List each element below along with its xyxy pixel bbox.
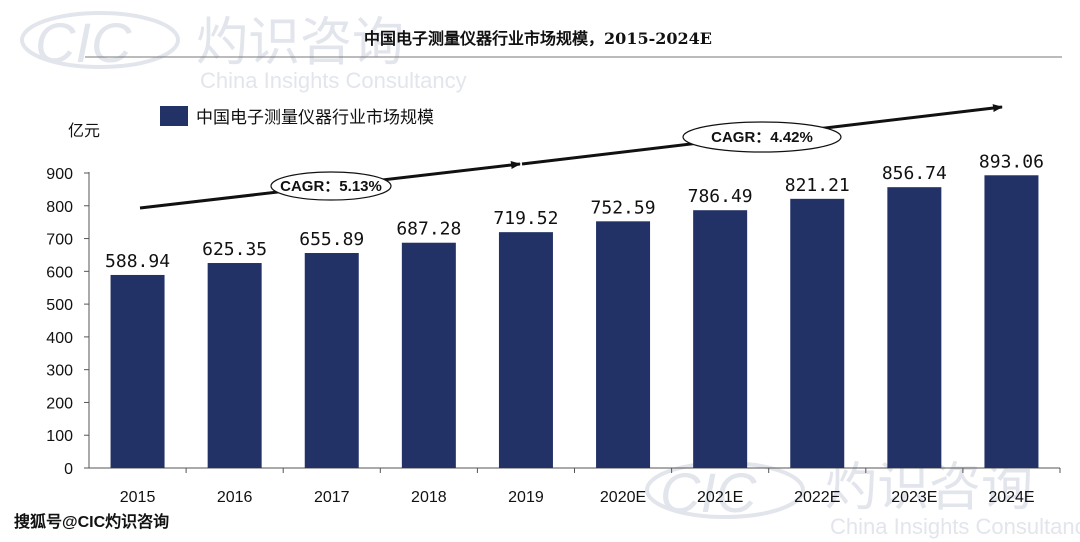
y-tick-label: 500 xyxy=(46,297,73,314)
data-label: 821.21 xyxy=(785,175,850,196)
cagr-label-2: CAGR：4.42% xyxy=(711,129,813,146)
cagr-label-1: CAGR：5.13% xyxy=(280,178,382,195)
bar xyxy=(207,263,262,468)
y-tick-label: 600 xyxy=(46,264,73,281)
x-tick-label: 2017 xyxy=(314,489,350,506)
watermark-logo-text: CIC xyxy=(660,461,757,524)
x-tick-label: 2023E xyxy=(891,489,937,506)
watermark-logo-ring-icon xyxy=(20,11,180,69)
legend-label: 中国电子测量仪器行业市场规模 xyxy=(196,108,434,128)
bar xyxy=(984,175,1039,468)
y-tick-label: 700 xyxy=(46,232,73,249)
legend-swatch xyxy=(160,106,188,126)
y-tick-label: 0 xyxy=(64,461,73,478)
x-ticks: 2015 2016 2017 2018 2019 2020E 2021E 2022E 2023E… xyxy=(120,468,1061,506)
data-label: 786.49 xyxy=(688,186,753,207)
x-tick-label: 2020E xyxy=(600,489,646,506)
source-caption: 搜狐号@CIC灼识咨询 xyxy=(14,512,169,531)
y-ticks: 0 100 200 300 400 500 600 700 800 900 xyxy=(46,166,89,478)
bar xyxy=(110,274,165,468)
y-unit-label: 亿元 xyxy=(68,121,100,140)
watermark-logo-text: CIC xyxy=(35,11,132,74)
bar xyxy=(693,210,748,468)
value-labels: 588.94 625.35 655.89 687.28 719.52 752.59 786.… xyxy=(105,151,1044,272)
x-tick-label: 2021E xyxy=(697,489,743,506)
x-tick-label: 2024E xyxy=(988,489,1034,506)
watermark-top: CIC 灼识咨询 China Insights Consultancy xyxy=(20,11,467,93)
data-label: 588.94 xyxy=(105,251,170,272)
bar xyxy=(790,198,845,468)
data-label: 752.59 xyxy=(591,197,656,218)
bar xyxy=(401,242,456,468)
cagr-bubble-2 xyxy=(682,121,842,153)
x-tick-label: 2015 xyxy=(120,489,156,506)
cagr-bubble-1 xyxy=(270,171,392,201)
y-tick-label: 400 xyxy=(46,330,73,347)
y-tick-label: 900 xyxy=(46,166,73,183)
data-label: 893.06 xyxy=(979,151,1044,172)
data-label: 687.28 xyxy=(396,219,461,240)
bar xyxy=(596,221,651,468)
watermark-logo-cn: 灼识咨询 xyxy=(196,13,404,73)
x-tick-label: 2022E xyxy=(794,489,840,506)
x-tick-label: 2016 xyxy=(217,489,253,506)
data-label: 856.74 xyxy=(882,163,947,184)
data-label: 719.52 xyxy=(493,208,558,229)
y-tick-label: 800 xyxy=(46,199,73,216)
y-tick-label: 200 xyxy=(46,395,73,412)
y-tick-label: 300 xyxy=(46,363,73,380)
watermark-subtitle: China Insights Consultancy xyxy=(200,68,467,93)
data-label: 625.35 xyxy=(202,239,267,260)
data-label: 655.89 xyxy=(299,229,364,250)
x-tick-label: 2019 xyxy=(508,489,544,506)
bars xyxy=(110,175,1039,468)
bar xyxy=(304,253,359,468)
chart-title: 中国电子测量仪器行业市场规模，2015-2024E xyxy=(364,29,712,48)
x-tick-label: 2018 xyxy=(411,489,447,506)
y-tick-label: 100 xyxy=(46,428,73,445)
watermark-subtitle: China Insights Consultancy xyxy=(830,514,1080,539)
bar xyxy=(887,187,942,468)
bar xyxy=(498,232,553,468)
